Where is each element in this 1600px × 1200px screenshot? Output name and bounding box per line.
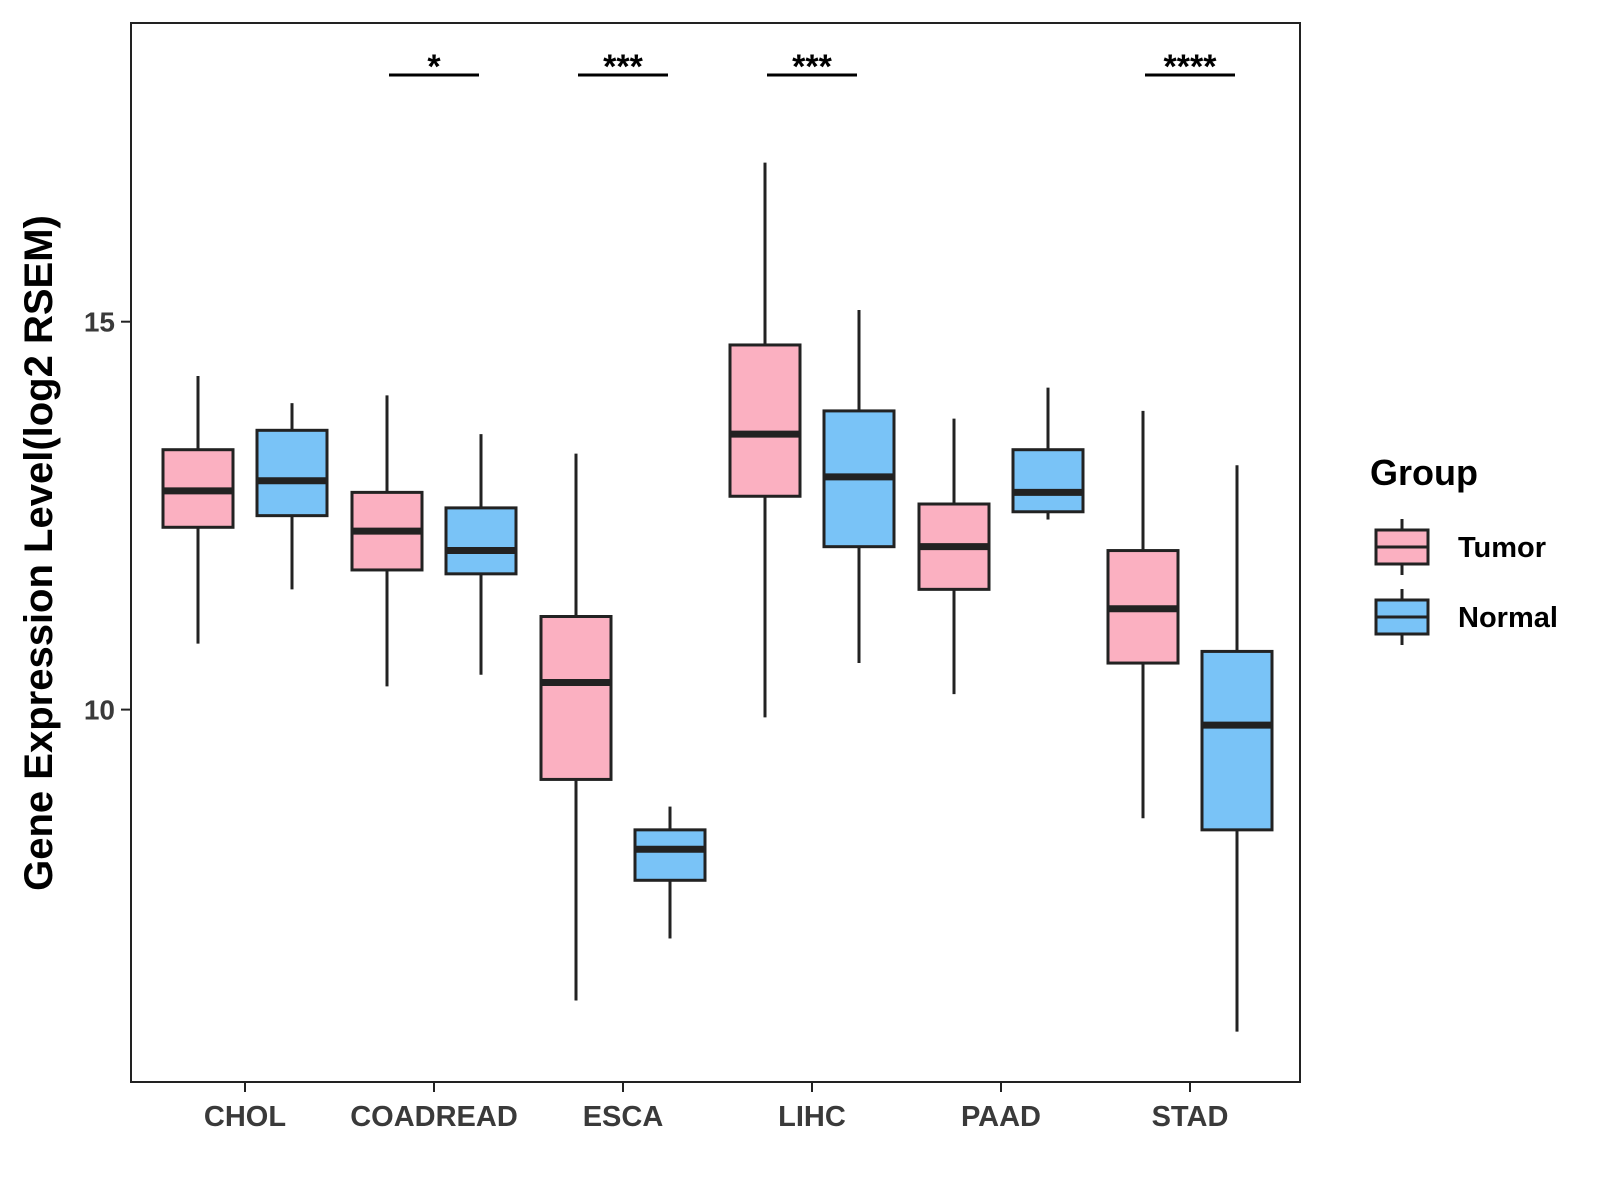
box-normal-coadread [444, 434, 518, 675]
box-tumor-coadread [350, 395, 424, 687]
box-iqr [255, 428, 329, 518]
box-normal-stad [1200, 465, 1274, 1032]
box-iqr [444, 506, 518, 576]
box-normal-esca [633, 806, 707, 939]
box-iqr [1011, 448, 1085, 514]
y-tick-label: 15 [84, 307, 115, 338]
legend-key-normal [1374, 589, 1430, 645]
significance-label: * [427, 48, 441, 86]
box-tumor-esca [539, 453, 613, 1001]
box-tumor-stad [1106, 410, 1180, 819]
significance-label: *** [792, 48, 832, 86]
box-iqr [728, 343, 802, 498]
legend: Group Tumor Normal [1370, 452, 1558, 645]
box-tumor-paad [917, 418, 991, 695]
box-iqr [539, 615, 613, 781]
legend-label-tumor: Tumor [1458, 532, 1546, 564]
box-tumor-lihc [728, 162, 802, 718]
y-axis-label: Gene Expression Level(log2 RSEM) [17, 215, 61, 891]
box-normal-paad [1011, 387, 1085, 520]
x-tick-label: PAAD [961, 1101, 1041, 1133]
x-tick-label: STAD [1152, 1101, 1229, 1133]
x-tick-label: ESCA [583, 1101, 664, 1133]
legend-title: Group [1370, 452, 1478, 493]
legend-label-normal: Normal [1458, 602, 1558, 634]
box-normal-chol [255, 403, 329, 590]
box-iqr [1200, 649, 1274, 832]
significance-label: **** [1164, 48, 1218, 86]
box-tumor-chol [161, 376, 235, 644]
y-tick-label: 10 [84, 695, 115, 726]
legend-key-tumor [1374, 519, 1430, 575]
box-iqr [633, 828, 707, 882]
significance-label: *** [603, 48, 643, 86]
plot-panel-border [130, 22, 1301, 1083]
x-tick-label: CHOL [204, 1101, 286, 1133]
x-tick-label: COADREAD [350, 1101, 518, 1133]
box-normal-lihc [822, 310, 896, 664]
x-tick-label: LIHC [778, 1101, 846, 1133]
